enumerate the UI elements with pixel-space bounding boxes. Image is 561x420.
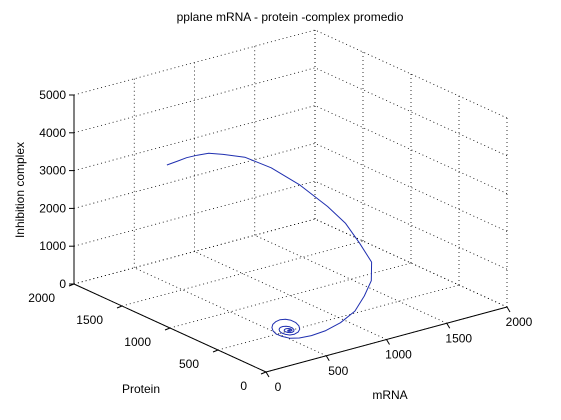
z-axis-label: Inhibition complex xyxy=(13,142,27,238)
z-tick-label: 0 xyxy=(59,277,66,291)
floor-grid-line-y xyxy=(217,284,460,351)
floor-grid-line-x xyxy=(134,267,327,357)
floor-grid-line-x xyxy=(194,251,387,340)
side-wall-grid-line-z xyxy=(314,67,508,157)
y-axis-label: Protein xyxy=(122,382,160,396)
x-tick-label: 1500 xyxy=(445,331,472,345)
chart-title: pplane mRNA - protein -complex promedio xyxy=(177,10,404,24)
side-wall-grid-line-z xyxy=(314,29,508,119)
side-wall-grid-line-z xyxy=(314,143,508,232)
back-wall-grid-line-z xyxy=(73,29,316,96)
x-tick-mark xyxy=(265,371,270,378)
x-tick-label: 0 xyxy=(275,380,282,394)
y-tick-mark xyxy=(116,305,123,309)
y-tick-label: 1000 xyxy=(124,335,151,349)
floor-grid-line-x xyxy=(254,234,447,324)
y-tick-label: 0 xyxy=(240,379,247,393)
floor-grid-line-y xyxy=(169,262,412,329)
y-tick-mark xyxy=(260,371,267,375)
z-tick-label: 3000 xyxy=(39,164,66,178)
y-tick-mark xyxy=(164,327,171,331)
z-tick-label: 1000 xyxy=(39,239,66,253)
x-tick-label: 2000 xyxy=(506,315,533,329)
z-tick-label: 5000 xyxy=(39,88,66,102)
y-tick-label: 500 xyxy=(179,357,199,371)
floor-grid-line-y xyxy=(121,240,364,307)
y-tick-mark xyxy=(212,349,219,353)
trajectory-line xyxy=(166,152,373,339)
z-tick-label: 4000 xyxy=(39,126,66,140)
y-tick-label: 1500 xyxy=(76,313,103,327)
x-tick-label: 500 xyxy=(328,364,348,378)
tick-labels: 0 500 1000 1500 2000 0 500 1000 1500 2000 0 1000 200… xyxy=(28,88,532,394)
z-tick-label: 2000 xyxy=(39,201,66,215)
x-axis-label: mRNA xyxy=(372,388,407,402)
back-wall-grid-line-z xyxy=(73,105,316,171)
y-tick-label: 2000 xyxy=(28,291,55,305)
x-tick-mark xyxy=(446,322,451,329)
x-tick-mark xyxy=(506,306,511,313)
series-layer xyxy=(166,152,373,339)
back-wall-grid-line-z xyxy=(73,180,316,247)
back-wall-grid-line-z xyxy=(73,67,316,134)
side-wall-grid-line-z xyxy=(314,180,508,270)
side-wall-grid-line-z xyxy=(314,218,508,308)
axes-layer xyxy=(68,94,511,378)
back-wall-grid-line-z xyxy=(73,218,316,285)
x-tick-mark xyxy=(386,339,390,345)
back-wall-grid-line-z xyxy=(73,143,316,209)
side-wall-grid-line-z xyxy=(314,105,508,194)
x-tick-mark xyxy=(325,355,330,362)
x-tick-label: 1000 xyxy=(385,348,412,362)
